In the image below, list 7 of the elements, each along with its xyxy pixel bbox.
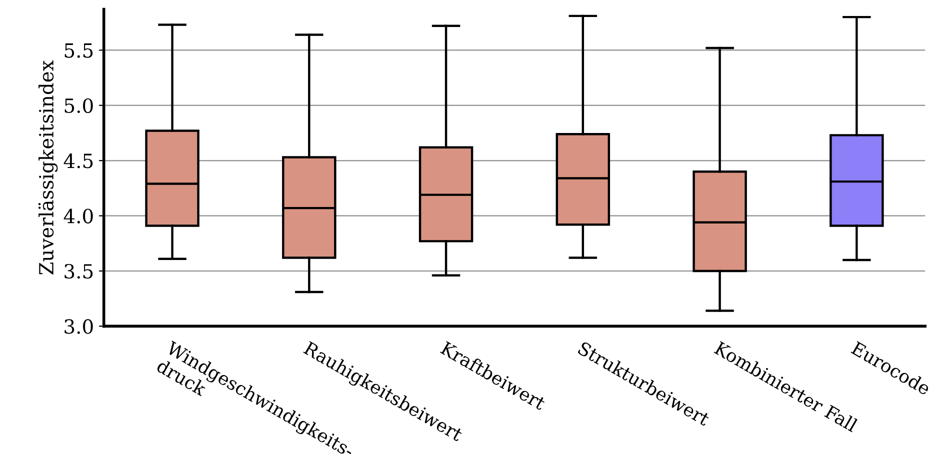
y-tick-label: 4.5 [64,154,93,168]
y-tick-label: 5.5 [64,43,93,58]
y-tick-label: 5.0 [64,98,93,114]
y-axis-title: Zuverlässigkeitsindex [38,60,58,274]
y-tick-label: 3.5 [64,264,93,279]
y-tick-label: 4.0 [64,208,93,224]
y-tick-label: 3.0 [64,319,93,334]
